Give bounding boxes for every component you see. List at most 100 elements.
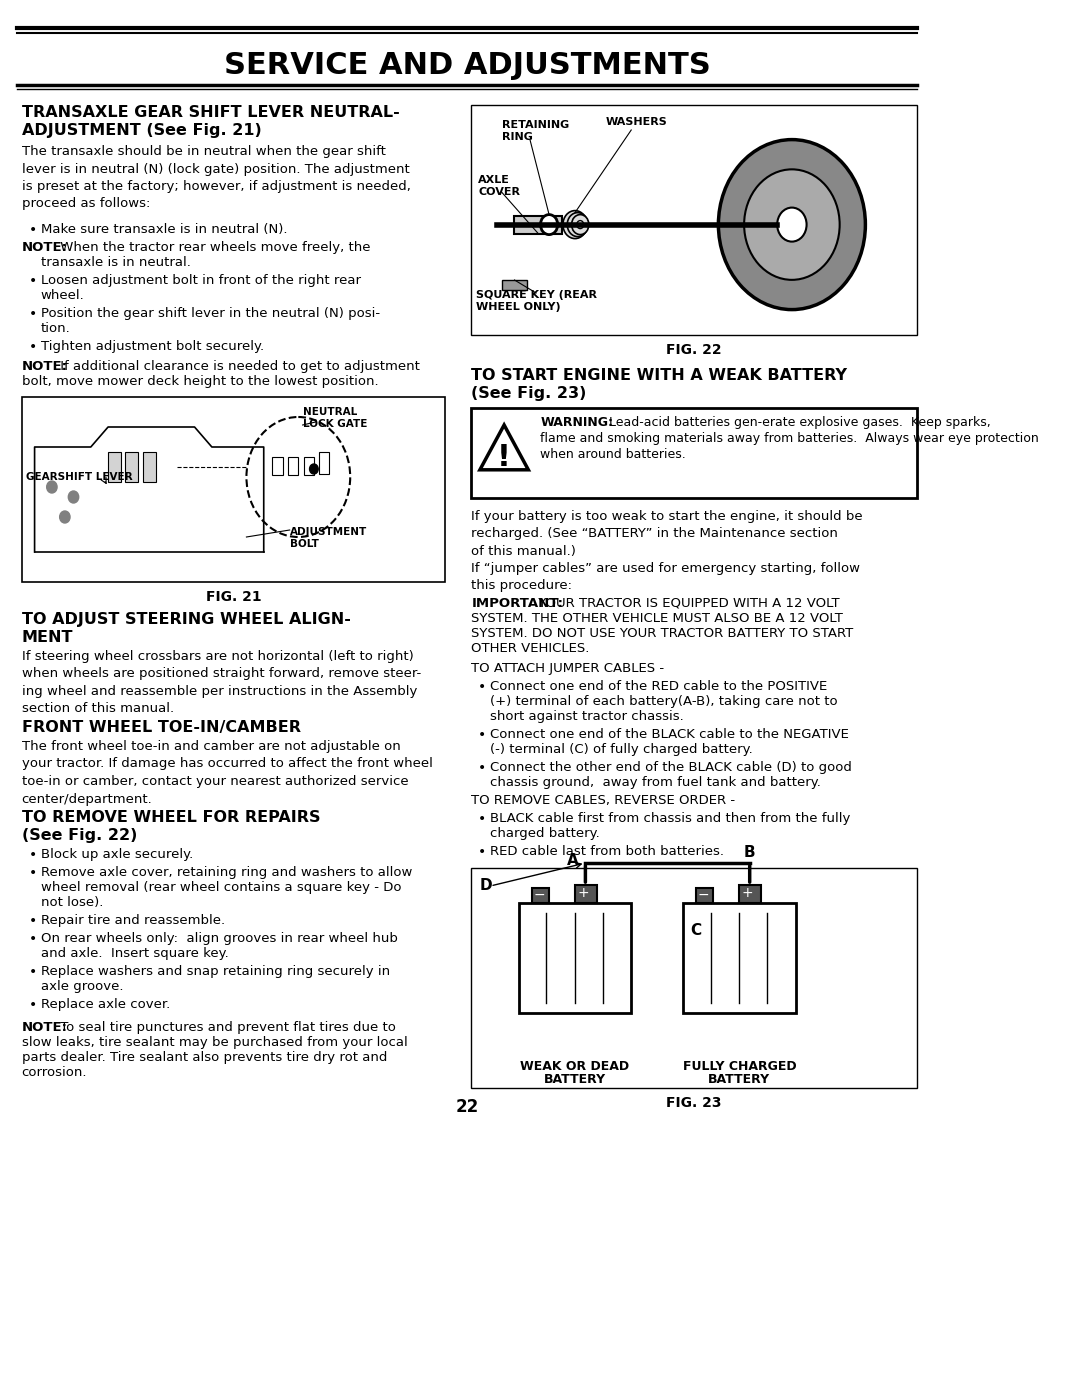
Bar (518, 902, 631, 1013)
Text: •: • (478, 728, 486, 742)
Text: •: • (28, 965, 37, 979)
Text: Remove axle cover, retaining ring and washers to allow: Remove axle cover, retaining ring and wa… (41, 866, 411, 879)
Bar (471, 868, 917, 1088)
Text: Loosen adjustment bolt in front of the right rear: Loosen adjustment bolt in front of the r… (41, 274, 361, 286)
Text: SYSTEM. DO NOT USE YOUR TRACTOR BATTERY TO START: SYSTEM. DO NOT USE YOUR TRACTOR BATTERY … (471, 627, 853, 640)
Text: slow leaks, tire sealant may be purchased from your local: slow leaks, tire sealant may be purchase… (22, 1037, 407, 1049)
Text: To seal tire punctures and prevent flat tires due to: To seal tire punctures and prevent flat … (56, 1021, 396, 1034)
Text: Position the gear shift lever in the neutral (N) posi-: Position the gear shift lever in the neu… (41, 307, 380, 320)
Text: •: • (28, 848, 37, 862)
Bar (272, 457, 283, 475)
Text: WASHERS: WASHERS (605, 117, 667, 127)
Bar (288, 457, 298, 475)
Text: corrosion.: corrosion. (22, 1066, 87, 1078)
Text: •: • (28, 997, 37, 1011)
Text: Replace axle cover.: Replace axle cover. (41, 997, 170, 1011)
Circle shape (744, 169, 839, 279)
Text: Connect the other end of the BLACK cable (D) to good: Connect the other end of the BLACK cable… (490, 761, 852, 774)
Text: D: D (480, 877, 492, 893)
Text: BLACK cable first from chassis and then from the fully: BLACK cable first from chassis and then … (490, 812, 851, 826)
Bar (125, 453, 138, 482)
Circle shape (310, 464, 319, 474)
Text: C: C (690, 923, 702, 937)
Text: RETAINING
RING: RETAINING RING (501, 120, 569, 141)
Circle shape (563, 211, 588, 239)
Text: When the tractor rear wheels move freely, the: When the tractor rear wheels move freely… (56, 242, 370, 254)
Text: (-) terminal (C) of fully charged battery.: (-) terminal (C) of fully charged batter… (490, 743, 753, 756)
Text: wheel.: wheel. (41, 289, 84, 302)
Circle shape (46, 481, 57, 493)
Text: BATTERY: BATTERY (544, 1073, 606, 1085)
Text: AXLE
COVER: AXLE COVER (478, 175, 521, 197)
Text: WEAK OR DEAD: WEAK OR DEAD (521, 1060, 630, 1073)
Text: −: − (698, 888, 710, 902)
Text: Replace washers and snap retaining ring securely in: Replace washers and snap retaining ring … (41, 965, 390, 978)
Bar (303, 457, 314, 475)
Text: (See Fig. 23): (See Fig. 23) (471, 386, 586, 401)
Bar (697, 888, 714, 902)
Text: 22: 22 (456, 1098, 478, 1116)
Text: NOTE:: NOTE: (22, 360, 68, 373)
Text: NOTE:: NOTE: (22, 242, 68, 254)
Text: parts dealer. Tire sealant also prevents tire dry rot and: parts dealer. Tire sealant also prevents… (22, 1051, 387, 1065)
Text: Block up axle securely.: Block up axle securely. (41, 848, 193, 861)
Text: •: • (28, 339, 37, 353)
Text: Connect one end of the BLACK cable to the NEGATIVE: Connect one end of the BLACK cable to th… (490, 728, 849, 740)
Bar (740, 886, 761, 902)
Circle shape (577, 221, 583, 229)
Text: •: • (28, 224, 37, 237)
Text: FRONT WHEEL TOE-IN/CAMBER: FRONT WHEEL TOE-IN/CAMBER (22, 719, 300, 735)
Bar (514, 215, 562, 233)
Text: chassis ground,  away from fuel tank and battery.: chassis ground, away from fuel tank and … (490, 775, 821, 789)
Text: TO REMOVE CABLES, REVERSE ORDER -: TO REMOVE CABLES, REVERSE ORDER - (471, 793, 735, 807)
Text: !: ! (497, 443, 511, 472)
Bar (531, 888, 549, 902)
Text: and axle.  Insert square key.: and axle. Insert square key. (41, 947, 228, 960)
Circle shape (570, 219, 580, 231)
Circle shape (246, 416, 350, 536)
Text: A: A (567, 854, 578, 868)
Bar (471, 408, 917, 497)
Circle shape (718, 140, 865, 310)
Bar (471, 105, 917, 335)
Text: axle groove.: axle groove. (41, 981, 123, 993)
Text: short against tractor chassis.: short against tractor chassis. (490, 710, 684, 724)
Text: BATTERY: BATTERY (708, 1073, 770, 1085)
Text: •: • (478, 845, 486, 859)
Text: YOUR TRACTOR IS EQUIPPED WITH A 12 VOLT: YOUR TRACTOR IS EQUIPPED WITH A 12 VOLT (534, 597, 839, 610)
Bar (319, 453, 329, 474)
Bar (143, 453, 156, 482)
Text: •: • (478, 680, 486, 694)
Text: bolt, move mower deck height to the lowest position.: bolt, move mower deck height to the lowe… (22, 374, 378, 388)
Bar (501, 279, 527, 291)
Text: SERVICE AND ADJUSTMENTS: SERVICE AND ADJUSTMENTS (224, 50, 711, 80)
Text: The transaxle should be in neutral when the gear shift
lever is in neutral (N) (: The transaxle should be in neutral when … (22, 145, 410, 211)
Text: wheel removal (rear wheel contains a square key - Do: wheel removal (rear wheel contains a squ… (41, 882, 401, 894)
Text: ADJUSTMENT
BOLT: ADJUSTMENT BOLT (289, 527, 367, 549)
Text: •: • (28, 932, 37, 946)
Text: •: • (478, 761, 486, 775)
Text: TO REMOVE WHEEL FOR REPAIRS: TO REMOVE WHEEL FOR REPAIRS (22, 810, 320, 826)
Text: On rear wheels only:  align grooves in rear wheel hub: On rear wheels only: align grooves in re… (41, 932, 397, 944)
Polygon shape (480, 425, 528, 469)
Text: •: • (28, 274, 37, 288)
Text: •: • (28, 307, 37, 321)
Text: tion.: tion. (41, 321, 70, 335)
Text: •: • (478, 812, 486, 826)
Circle shape (540, 215, 557, 235)
Text: FIG. 21: FIG. 21 (205, 590, 261, 604)
Text: The front wheel toe-in and camber are not adjustable on
your tractor. If damage : The front wheel toe-in and camber are no… (22, 740, 432, 806)
Bar (684, 902, 796, 1013)
Text: If steering wheel crossbars are not horizontal (left to right)
when wheels are p: If steering wheel crossbars are not hori… (22, 650, 421, 715)
Text: flame and smoking materials away from batteries.  Always wear eye protection: flame and smoking materials away from ba… (540, 432, 1039, 446)
Text: WARNING:: WARNING: (540, 416, 613, 429)
Circle shape (778, 208, 807, 242)
Text: TRANSAXLE GEAR SHIFT LEVER NEUTRAL-: TRANSAXLE GEAR SHIFT LEVER NEUTRAL- (22, 105, 400, 120)
Circle shape (573, 219, 582, 229)
Text: transaxle is in neutral.: transaxle is in neutral. (41, 256, 190, 270)
Text: Lead-acid batteries gen-erate explosive gases.  Keep sparks,: Lead-acid batteries gen-erate explosive … (600, 416, 990, 429)
Text: B: B (744, 845, 756, 861)
Text: NOTE:: NOTE: (22, 1021, 68, 1034)
Circle shape (567, 212, 588, 236)
Circle shape (571, 215, 589, 235)
